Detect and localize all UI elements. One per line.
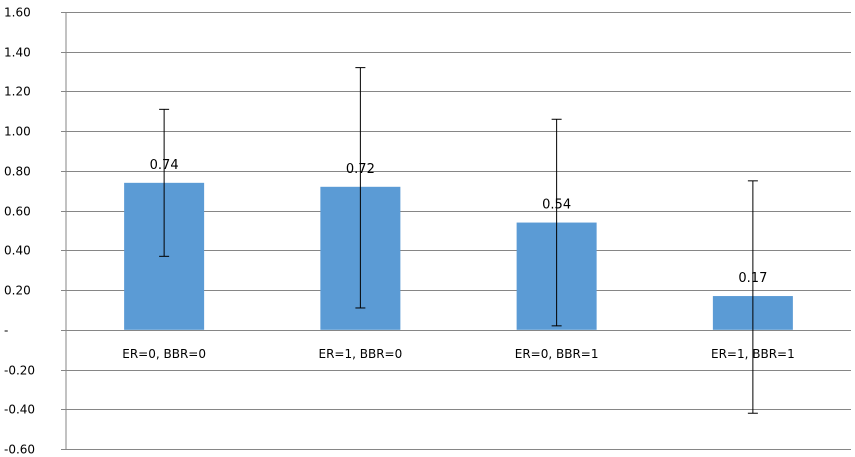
y-tick-label: 0.40 bbox=[4, 244, 31, 258]
data-label: 0.74 bbox=[150, 158, 179, 173]
category-label: ER=1, BBR=1 bbox=[711, 347, 795, 361]
category-label: ER=0, BBR=0 bbox=[122, 347, 206, 361]
gridlines bbox=[61, 12, 851, 450]
data-label: 0.54 bbox=[542, 198, 571, 213]
data-labels: 0.74 0.72 0.54 0.17 bbox=[150, 158, 768, 286]
data-label: 0.17 bbox=[738, 271, 767, 286]
y-tick-label: -0.40 bbox=[4, 403, 35, 417]
x-axis-category-labels: ER=0, BBR=0 ER=1, BBR=0 ER=0, BBR=1 ER=1, B… bbox=[122, 347, 794, 361]
y-tick-label: -0.60 bbox=[4, 443, 35, 457]
y-tick-label: -0.20 bbox=[4, 364, 35, 378]
y-tick-label: 1.60 bbox=[4, 6, 31, 20]
category-label: ER=0, BBR=1 bbox=[515, 347, 599, 361]
y-tick-label: 1.40 bbox=[4, 46, 31, 60]
error-bars bbox=[159, 67, 758, 414]
y-tick-label: 0.80 bbox=[4, 165, 31, 179]
y-tick-label: 0.60 bbox=[4, 205, 31, 219]
data-label: 0.72 bbox=[346, 162, 375, 177]
y-tick-label: - bbox=[4, 324, 8, 338]
y-tick-label: 1.20 bbox=[4, 85, 31, 99]
bars bbox=[124, 182, 793, 330]
y-tick-label: 1.00 bbox=[4, 125, 31, 139]
y-axis-tick-labels: 1.60 1.40 1.20 1.00 0.80 0.60 0.40 0.20 - -0.20 -0… bbox=[4, 6, 35, 457]
y-tick-label: 0.20 bbox=[4, 284, 31, 298]
category-label: ER=1, BBR=0 bbox=[319, 347, 403, 361]
